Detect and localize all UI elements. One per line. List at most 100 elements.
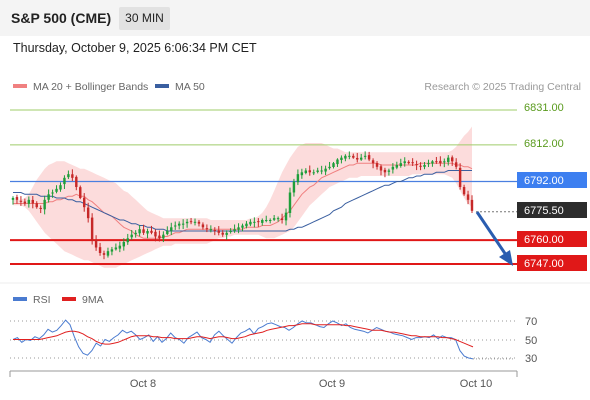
price-label-s1-text: 6760.00 <box>524 234 564 246</box>
watermark: Research © 2025 Trading Central <box>424 81 581 93</box>
candle-body <box>296 174 300 183</box>
candle-body <box>375 163 379 167</box>
candle-body <box>158 235 161 239</box>
candle-body <box>379 166 383 171</box>
ma50-legend-swatch <box>155 84 169 88</box>
rsi-legend-label: RSI <box>33 294 51 306</box>
price-label-s1-bg <box>517 231 587 247</box>
candle-body <box>71 174 74 178</box>
candle-body <box>201 224 205 228</box>
candle-body <box>371 160 375 164</box>
candle-body <box>439 160 442 164</box>
candle-body <box>312 172 315 174</box>
candle-body <box>27 199 31 204</box>
candle-body <box>419 165 422 167</box>
candle-body <box>94 240 98 248</box>
candle-body <box>320 170 323 172</box>
x-tick-oct9: Oct 9 <box>319 378 345 390</box>
candle-body <box>39 207 42 209</box>
candle-body <box>166 231 169 235</box>
candle-body <box>352 155 355 158</box>
price-label-s2-text: 6747.00 <box>524 258 564 270</box>
price-label-pivot-text: 6792.00 <box>524 175 564 187</box>
candle-body <box>237 227 240 230</box>
candle-body <box>462 187 466 195</box>
candle-body <box>265 220 268 221</box>
candle-body <box>344 155 347 159</box>
x-tick-oct10: Oct 10 <box>460 378 492 390</box>
candle-body <box>90 217 94 241</box>
candle-body <box>35 203 38 208</box>
candle-body <box>217 230 220 233</box>
rsi-tick-70: 70 <box>525 316 537 328</box>
candle-body <box>340 157 343 160</box>
candle-body <box>415 164 418 166</box>
candle-body <box>292 181 296 193</box>
arrow-shaft <box>475 211 508 256</box>
price-label-s1: 6760.00 <box>517 231 587 247</box>
price-label-s2-bg <box>517 255 587 271</box>
candle-body <box>75 176 78 187</box>
candle-body <box>276 218 280 220</box>
candle-body <box>225 232 228 235</box>
candle-body <box>403 161 406 164</box>
x-tick-oct8: Oct 8 <box>130 378 156 390</box>
header-bar: S&P 500 (CME) 30 MIN <box>0 0 590 36</box>
candle-body <box>332 163 335 167</box>
candle-body <box>181 223 185 225</box>
candle-body <box>174 225 177 227</box>
candle-body <box>150 230 153 233</box>
candle-body <box>363 155 367 157</box>
candle-body <box>395 165 399 168</box>
candle-body <box>63 177 66 185</box>
candle-body <box>193 221 197 223</box>
candle-body <box>241 225 244 228</box>
price-label-pivot-bg <box>517 172 587 188</box>
main-legend: MA 20 + Bollinger Bands MA 50 Research ©… <box>13 81 581 93</box>
candle-body <box>466 194 470 200</box>
price-label-r1: 6831.00 <box>524 102 564 114</box>
projection-arrow <box>475 211 513 266</box>
candle-body <box>170 227 173 231</box>
candle-body <box>19 200 23 202</box>
candle-body <box>324 168 327 172</box>
candle-body <box>328 166 331 169</box>
candle-body <box>284 212 288 221</box>
candle-body <box>205 228 209 230</box>
price-label-pivot: 6792.00 <box>517 172 587 188</box>
candle-body <box>288 192 292 213</box>
candle-body <box>189 221 193 223</box>
rsi-legend: RSI 9MA <box>13 294 104 306</box>
candle-body <box>233 229 236 232</box>
price-label-last-text: 6775.50 <box>524 205 564 217</box>
interval-badge[interactable]: 30 MIN <box>119 7 170 30</box>
arrow-head <box>499 250 513 266</box>
price-levels <box>10 109 517 265</box>
candle-body <box>348 155 351 157</box>
candle-body <box>336 159 339 165</box>
candle-body <box>15 197 19 200</box>
candle-body <box>399 163 402 166</box>
candle-body <box>102 253 106 255</box>
candle-body <box>308 170 311 173</box>
candle-body <box>367 155 371 160</box>
candle-body <box>177 223 181 226</box>
candle-body <box>253 221 256 223</box>
ma50-legend-label: MA 50 <box>175 81 205 93</box>
candle-body <box>272 218 276 220</box>
candle-body <box>43 199 46 210</box>
candle-body <box>154 231 157 237</box>
price-label-s2: 6747.00 <box>517 255 587 271</box>
candle-body <box>451 157 454 162</box>
candle-body <box>407 161 410 164</box>
candle-body <box>209 229 213 231</box>
rsi-ma-line <box>13 323 474 348</box>
candle-body <box>118 245 122 249</box>
candle-body <box>142 229 145 233</box>
timestamp: Thursday, October 9, 2025 6:06:34 PM CET <box>13 41 257 55</box>
candle-body <box>67 174 70 178</box>
candle-body <box>268 220 272 221</box>
rsi-legend-swatch <box>13 297 27 301</box>
candle-body <box>300 172 304 176</box>
ma20-legend-label: MA 20 + Bollinger Bands <box>33 81 148 93</box>
